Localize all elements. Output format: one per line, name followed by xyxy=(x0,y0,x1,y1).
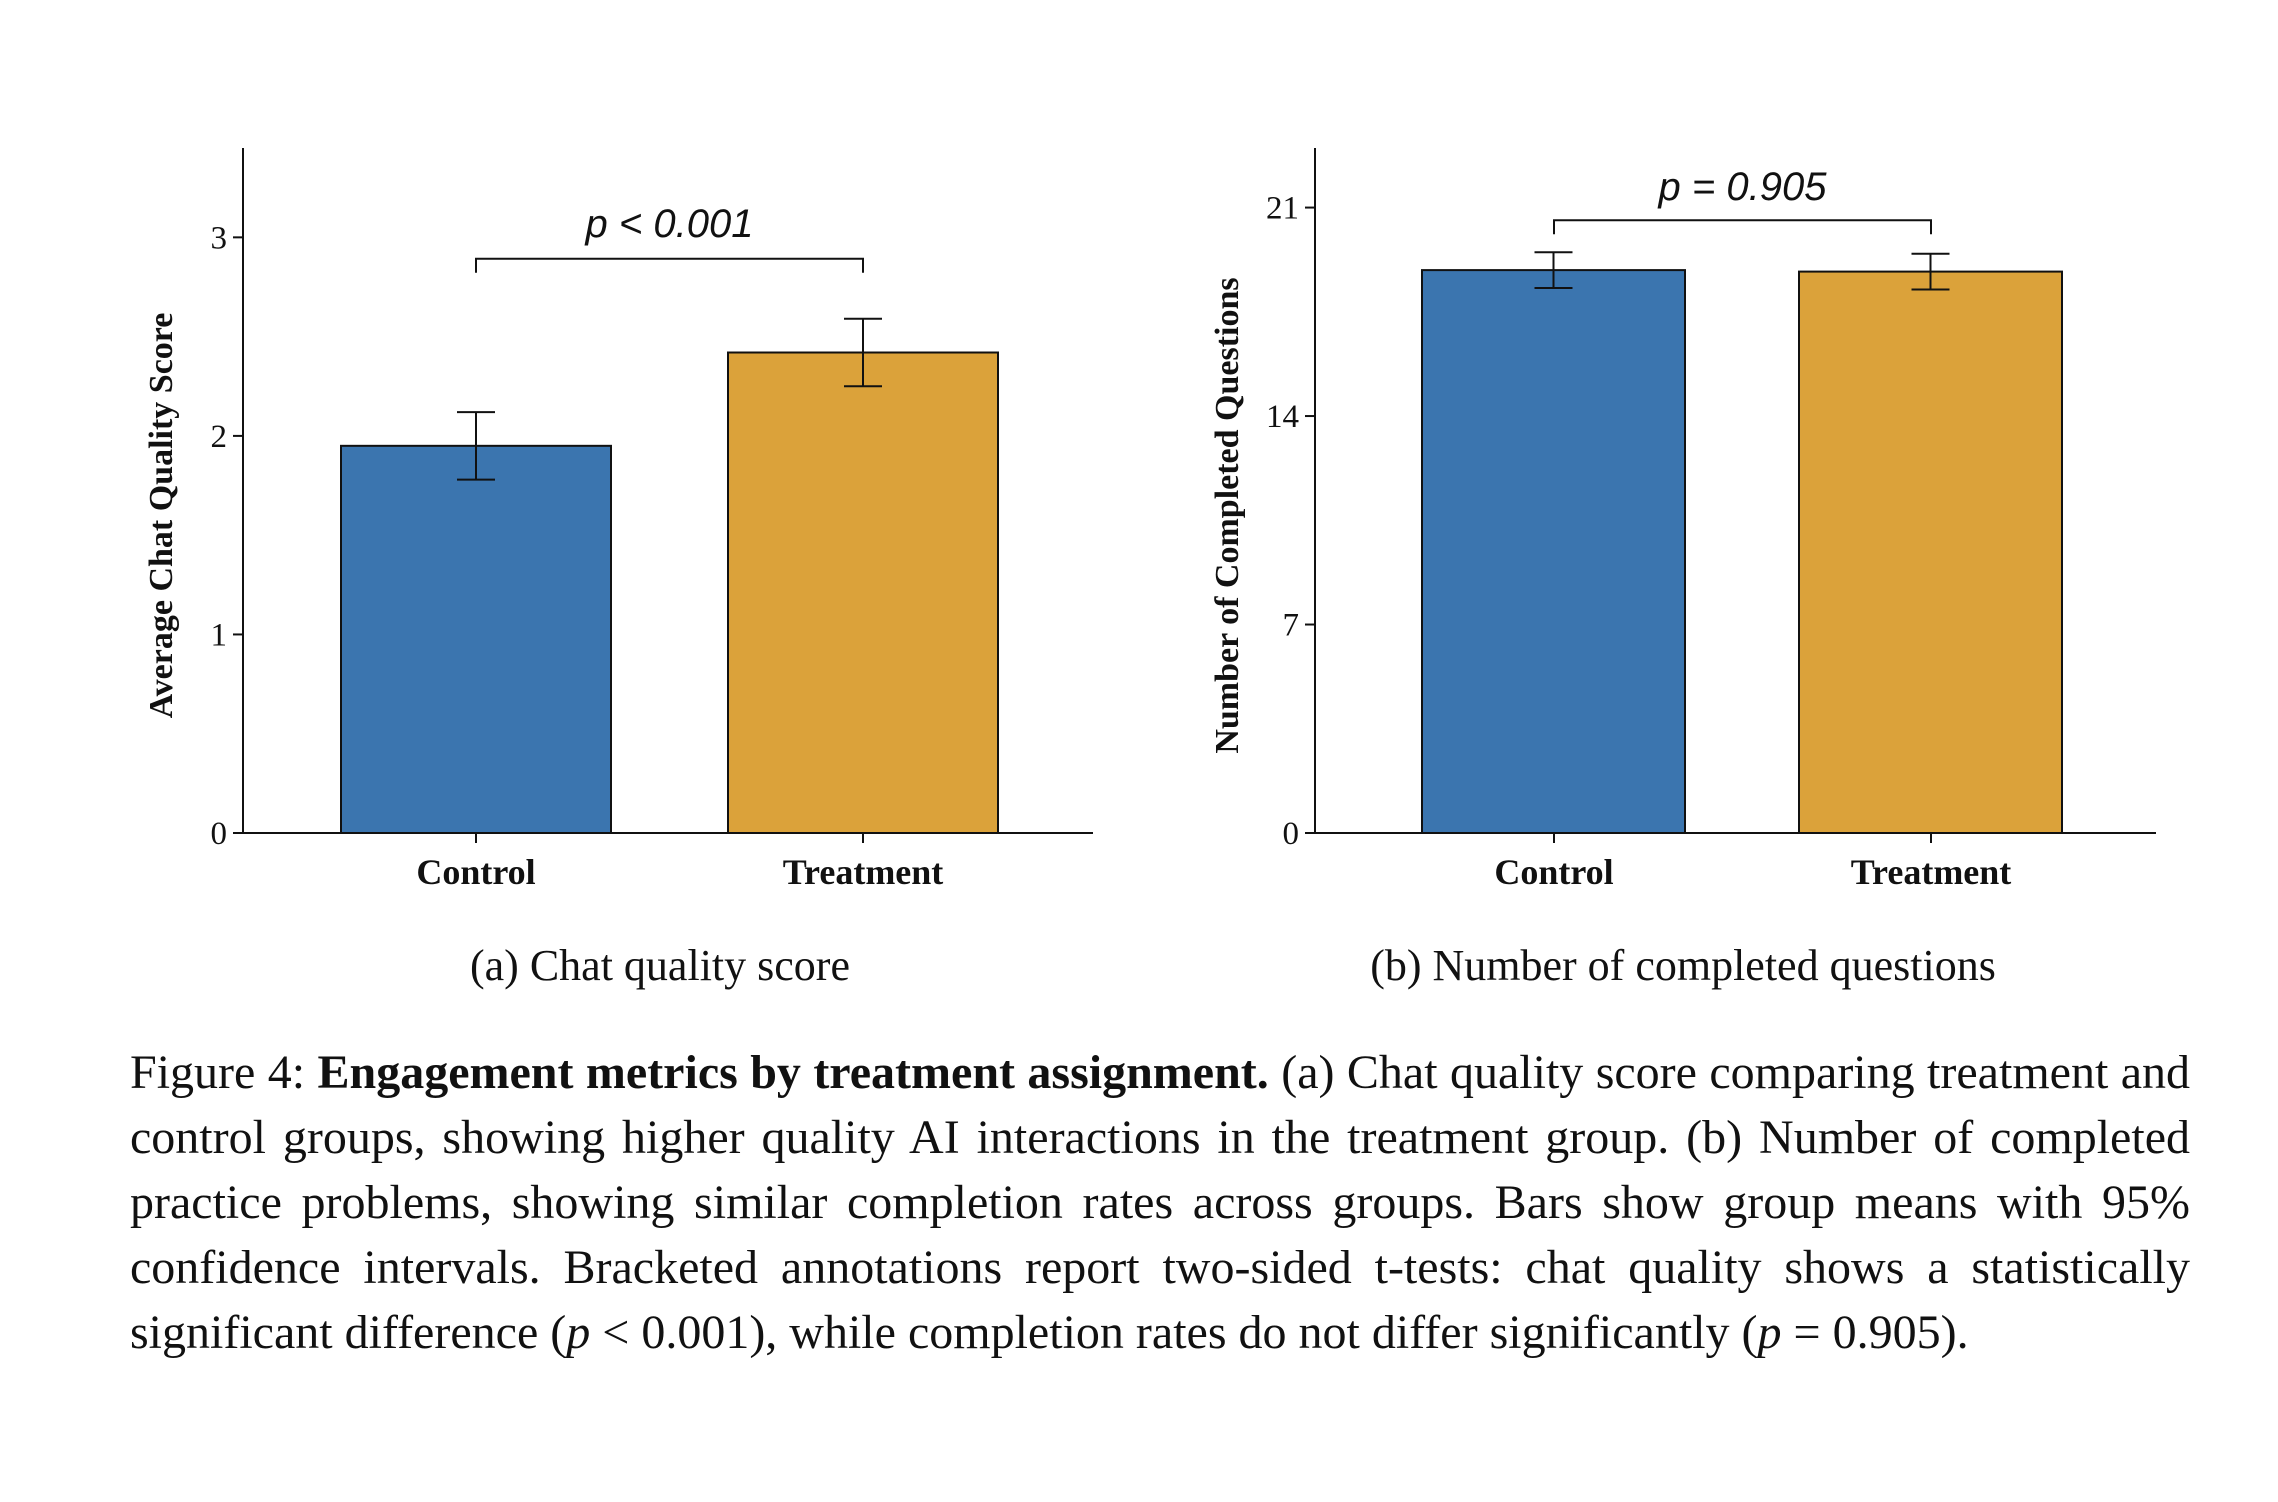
y-axis-label: Average Chat Quality Score xyxy=(143,313,180,719)
caption-title: Engagement metrics by treatment assignme… xyxy=(317,1046,1269,1099)
panel-a-chart: 0 1 2 3 Average Chat Quality Score Control Tre… xyxy=(143,148,1093,892)
caption-p-symbol-2: p xyxy=(1757,1306,1782,1359)
x-category-label: Treatment xyxy=(783,852,944,892)
y-tick-label: 0 xyxy=(211,816,228,852)
caption-body-3: = 0.905). xyxy=(1781,1306,1969,1359)
subcaption-a: (a) Chat quality score xyxy=(470,941,850,990)
significance-bracket xyxy=(475,257,864,273)
y-tick-label: 1 xyxy=(211,617,228,653)
bar-control xyxy=(1421,269,1686,834)
significance-annotation: p < 0.001 xyxy=(585,202,754,246)
x-category-label: Control xyxy=(1494,852,1613,892)
x-category-label: Treatment xyxy=(1851,852,2012,892)
y-tick-label: 14 xyxy=(1266,399,1299,435)
significance-annotation: p = 0.905 xyxy=(1658,165,1828,209)
caption-p-symbol-1: p xyxy=(566,1306,591,1359)
y-tick-label: 21 xyxy=(1266,191,1299,227)
bar-treatment xyxy=(1798,270,2063,834)
panel-b-chart: 0 7 14 21 Number of Completed Questions Contr… xyxy=(1209,148,2156,892)
x-category-label: Control xyxy=(416,852,535,892)
caption-label: Figure 4: xyxy=(130,1046,306,1099)
y-tick-label: 0 xyxy=(1283,816,1300,852)
bar-control xyxy=(340,444,612,834)
y-tick-label: 3 xyxy=(211,220,228,256)
significance-bracket xyxy=(1553,219,1932,235)
caption-body-1: (a) Chat quality score comparing treatme… xyxy=(130,1046,2191,1359)
bar-treatment xyxy=(727,351,999,834)
subcaption-b: (b) Number of completed questions xyxy=(1370,941,1996,990)
y-tick-label: 2 xyxy=(211,419,228,455)
y-axis-label: Number of Completed Questions xyxy=(1209,277,1246,753)
caption-body-2: < 0.001), while completion rates do not … xyxy=(590,1306,1758,1359)
y-tick-label: 7 xyxy=(1283,608,1300,644)
figure-caption: Figure 4: Engagement metrics by treatmen… xyxy=(130,1040,2190,1365)
